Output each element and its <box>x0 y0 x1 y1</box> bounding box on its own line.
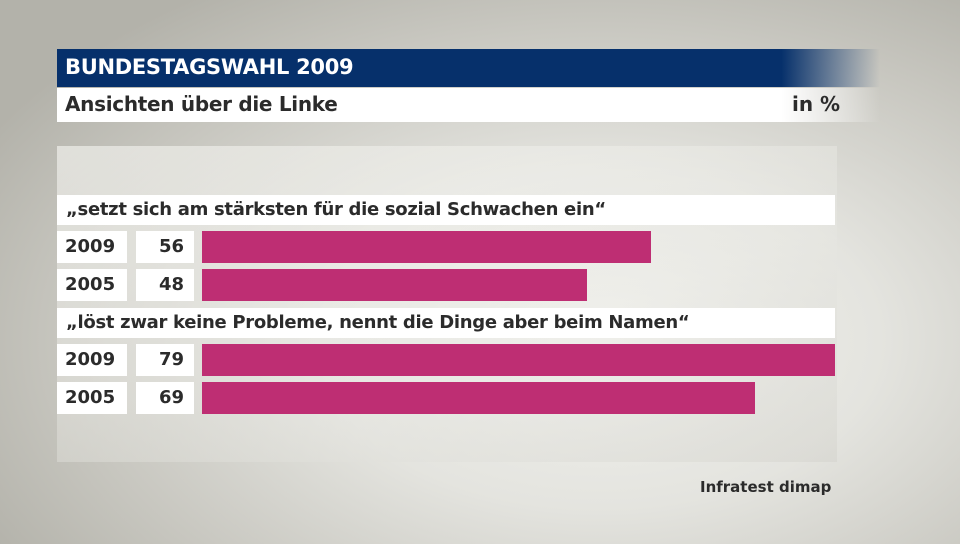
subtitle-bar: Ansichten über die Linke in % <box>57 88 880 122</box>
chart-subtitle: Ansichten über die Linke <box>65 92 338 116</box>
chart-panel <box>57 146 837 462</box>
year-text: 2009 <box>65 349 116 370</box>
year-label: 2009 <box>57 344 127 376</box>
title-bar: BUNDESTAGSWAHL 2009 <box>57 49 880 87</box>
value-text: 79 <box>158 349 184 370</box>
year-label: 2009 <box>57 231 127 263</box>
year-label: 2005 <box>57 269 127 301</box>
value-label: 48 <box>136 269 194 301</box>
value-label: 79 <box>136 344 194 376</box>
source-label: Infratest dimap <box>700 478 832 496</box>
year-label: 2005 <box>57 382 127 414</box>
bar-group2-2005 <box>202 382 755 414</box>
value-text: 69 <box>158 387 184 408</box>
value-text: 48 <box>158 274 184 295</box>
unit-label: in % <box>792 92 841 116</box>
year-text: 2005 <box>65 387 116 408</box>
question-text: „löst zwar keine Probleme, nennt die Din… <box>66 312 690 333</box>
bar-group1-2009 <box>202 231 651 263</box>
question-label-2: „löst zwar keine Probleme, nennt die Din… <box>57 308 835 338</box>
value-label: 69 <box>136 382 194 414</box>
chart-title: BUNDESTAGSWAHL 2009 <box>65 55 354 79</box>
value-text: 56 <box>158 236 184 257</box>
question-label-1: „setzt sich am stärksten für die sozial … <box>57 195 835 225</box>
year-text: 2009 <box>65 236 116 257</box>
value-label: 56 <box>136 231 194 263</box>
question-text: „setzt sich am stärksten für die sozial … <box>66 199 606 220</box>
bar-group2-2009 <box>202 344 835 376</box>
bar-group1-2005 <box>202 269 587 301</box>
year-text: 2005 <box>65 274 116 295</box>
